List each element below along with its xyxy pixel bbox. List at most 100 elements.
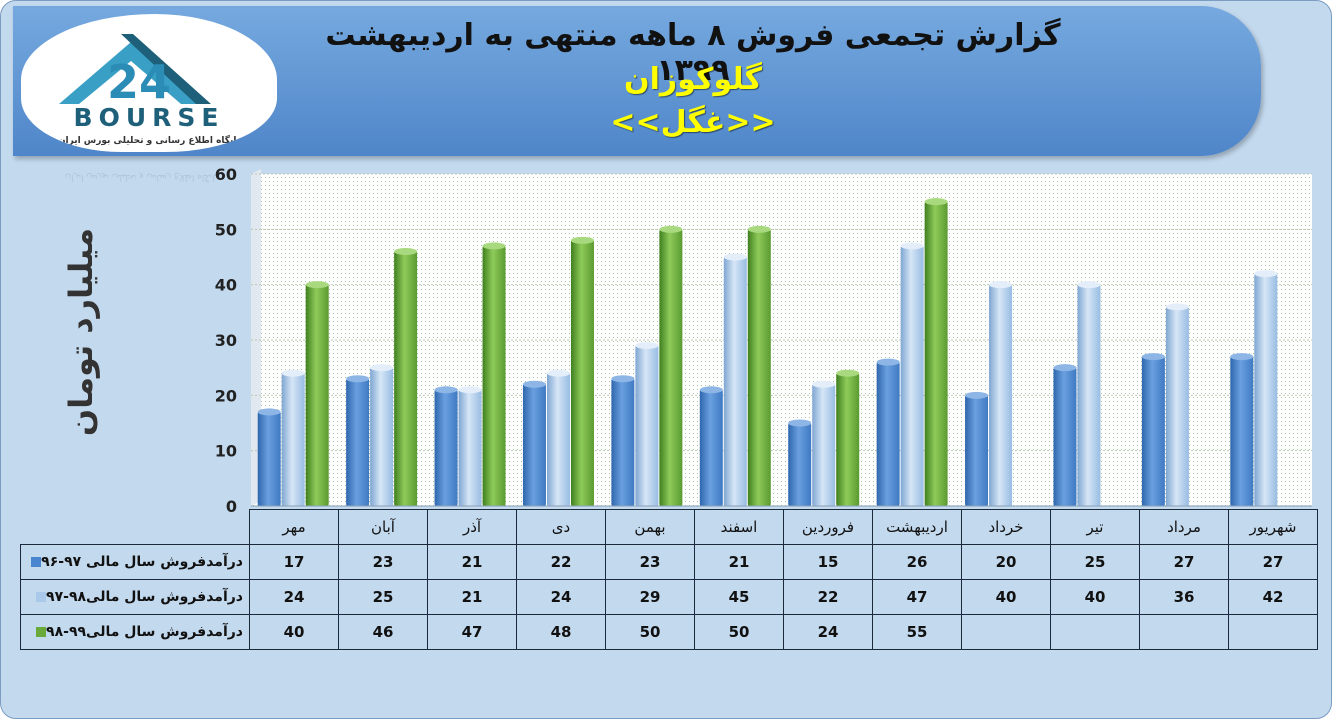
data-label: 25	[1050, 544, 1140, 580]
bar-top	[370, 364, 394, 372]
y-tick-label: 40	[215, 276, 237, 295]
data-label: 48	[516, 614, 606, 650]
bar	[836, 373, 860, 506]
data-label	[1228, 614, 1318, 650]
bar	[1165, 306, 1189, 506]
data-label: 29	[605, 579, 695, 615]
bar	[346, 378, 370, 506]
data-label: 40	[961, 579, 1051, 615]
bar-top	[635, 342, 659, 350]
bar	[434, 389, 458, 506]
bar-top	[305, 281, 329, 289]
bar-top	[836, 369, 860, 377]
bar-top	[1141, 353, 1165, 361]
x-tick-label: اسفند	[694, 509, 784, 545]
data-label: 40	[249, 614, 339, 650]
bar	[965, 395, 989, 506]
bar-top	[989, 281, 1013, 289]
bar	[989, 284, 1013, 506]
bar-top	[546, 369, 570, 377]
bar	[458, 389, 482, 506]
bar-top	[434, 386, 458, 394]
legend-entry: درآمدفروش سال مالی۹۸-۹۷	[20, 579, 250, 615]
x-tick-label: شهریور	[1228, 509, 1318, 545]
data-label: 40	[1050, 579, 1140, 615]
bar-top	[812, 380, 836, 388]
data-label: 27	[1228, 544, 1318, 580]
data-label: 20	[961, 544, 1051, 580]
y-tick-label: 50	[215, 220, 237, 239]
x-tick-label: بهمن	[605, 509, 695, 545]
x-tick-label: تیر	[1050, 509, 1140, 545]
data-label	[1050, 614, 1140, 650]
y-tick-label: 30	[215, 331, 237, 350]
title-banner: 24 BOURSE پایگاه اطلاع رسانی و تحلیلی بو…	[13, 6, 1261, 156]
bar-top	[394, 247, 418, 255]
bar	[522, 384, 546, 506]
data-label: 36	[1139, 579, 1229, 615]
bar-top	[965, 391, 989, 399]
data-label: 50	[694, 614, 784, 650]
table-header-row: مهر آبان آذر دی بهمن اسفند فروردین اردیبهشت خردا…	[20, 509, 1318, 545]
bar	[281, 373, 305, 506]
data-label: 46	[338, 614, 428, 650]
bar-top	[611, 375, 635, 383]
bar	[788, 423, 812, 506]
bar	[1254, 273, 1278, 506]
y-tick-label: 60	[215, 165, 237, 184]
x-tick-label: اردیبهشت	[872, 509, 962, 545]
bar-top	[788, 419, 812, 427]
data-label: 25	[338, 579, 428, 615]
data-label	[1139, 614, 1229, 650]
bar-top	[924, 198, 948, 206]
data-label: 17	[249, 544, 339, 580]
legend-label: درآمدفروش سال مالی۹۸-۹۷	[46, 589, 243, 605]
bar-top	[1165, 303, 1189, 311]
table-row: درآمدفروش سال مالی۹۹-۹۸ 40 46 47 48 50 50 24 55	[20, 614, 1318, 650]
data-label: 22	[783, 579, 873, 615]
bar	[611, 378, 635, 506]
table-row: درآمدفروش سال مالی ۹۷-۹۶ 17 23 21 22 23 21 15 26…	[20, 544, 1318, 580]
bar	[394, 251, 418, 506]
bar	[900, 245, 924, 506]
data-label: 23	[338, 544, 428, 580]
data-label: 26	[872, 544, 962, 580]
logo-reflection: پایگاه اطلاع رسانی و تحلیلی بورس ایران	[21, 169, 261, 189]
x-tick-label: فروردین	[783, 509, 873, 545]
ticker-symbol: <<غگل>>	[610, 105, 776, 140]
y-tick-label: 10	[215, 442, 237, 461]
x-tick-label: آذر	[427, 509, 517, 545]
svg-text:پایگاه اطلاع رسانی و تحلیلی بو: پایگاه اطلاع رسانی و تحلیلی بورس ایران	[65, 172, 218, 184]
bar-top	[346, 375, 370, 383]
logo-emblem-icon: 24 BOURSE پایگاه اطلاع رسانی و تحلیلی بو…	[58, 34, 240, 146]
x-tick-label: مرداد	[1139, 509, 1229, 545]
x-tick-label: مهر	[249, 509, 339, 545]
bar	[699, 389, 723, 506]
data-label: 27	[1139, 544, 1229, 580]
legend-label: درآمدفروش سال مالی ۹۷-۹۶	[41, 554, 243, 570]
data-label	[961, 614, 1051, 650]
data-label: 23	[605, 544, 695, 580]
bar-top	[522, 380, 546, 388]
bar	[924, 201, 948, 506]
bar-top	[659, 225, 683, 233]
bar-top	[900, 242, 924, 250]
data-label: 24	[516, 579, 606, 615]
bar-top	[570, 236, 594, 244]
bar	[747, 229, 771, 507]
bar	[257, 411, 281, 506]
data-label: 24	[249, 579, 339, 615]
logo-tagline: پایگاه اطلاع رسانی و تحلیلی بورس ایران	[58, 134, 240, 146]
x-tick-label: آبان	[338, 509, 428, 545]
data-label: 21	[694, 544, 784, 580]
bar-top	[257, 408, 281, 416]
x-tick-label: خرداد	[961, 509, 1051, 545]
legend-swatch	[31, 557, 42, 567]
bar-top	[723, 253, 747, 261]
data-label: 47	[427, 614, 517, 650]
data-label: 24	[783, 614, 873, 650]
data-label: 15	[783, 544, 873, 580]
bar	[1077, 284, 1101, 506]
